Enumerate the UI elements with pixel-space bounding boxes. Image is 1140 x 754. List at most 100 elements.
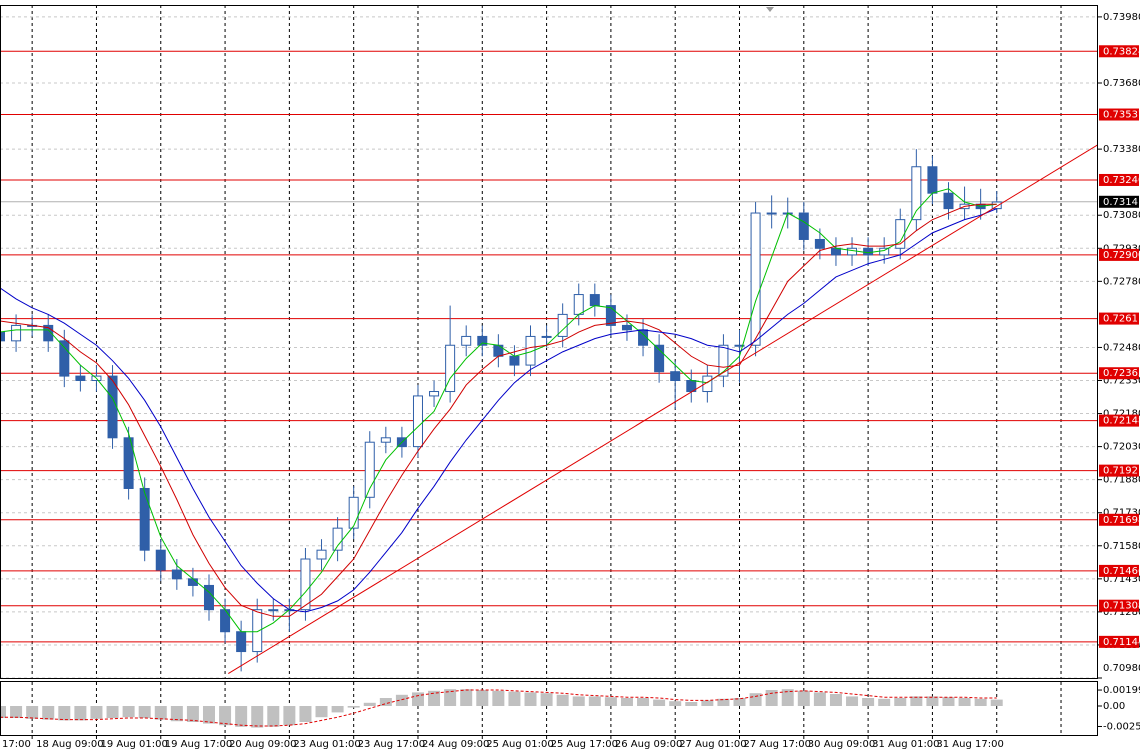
candle-body: [220, 609, 231, 633]
candle-body: [830, 247, 841, 256]
y-tick-label: 0.001994: [1103, 685, 1140, 696]
histogram-bar: [411, 692, 424, 706]
level-label: 0.72363: [1103, 368, 1140, 379]
histogram-bar: [154, 706, 167, 720]
candle-body: [171, 569, 182, 580]
price-frame: [0, 5, 1098, 679]
level-label: 0.71921: [1103, 466, 1140, 477]
histogram-bar: [492, 690, 505, 706]
histogram-bar: [685, 702, 698, 706]
x-tick-label: 26 Aug 09:00: [615, 739, 682, 750]
candle-body: [798, 212, 809, 240]
level-label-box: [1099, 599, 1139, 612]
level-label-box: [1099, 414, 1139, 427]
histogram-bar: [379, 698, 392, 706]
histogram-bar: [958, 698, 971, 706]
histogram-bar: [26, 706, 39, 719]
histogram-bar: [58, 706, 71, 721]
histogram-bar: [347, 706, 360, 708]
histogram-bar: [363, 702, 376, 706]
histogram-bar: [572, 696, 585, 706]
candle-body: [380, 437, 391, 443]
histogram-bar: [910, 696, 923, 706]
level-label-box: [1099, 312, 1139, 325]
histogram-bar: [42, 706, 55, 720]
histogram-bar: [669, 701, 682, 706]
candle-body: [702, 375, 713, 393]
histogram-bar: [829, 694, 842, 706]
candle-body: [187, 578, 198, 586]
current-price-label: 0.73141: [1103, 197, 1140, 208]
candle-body: [75, 375, 86, 382]
candle-body: [316, 549, 327, 560]
x-tick-label: 25 Aug 01:00: [486, 739, 553, 750]
histogram-bar: [0, 706, 6, 718]
x-tick-label: 23 Aug 17:00: [358, 739, 425, 750]
histogram-bar: [556, 694, 569, 706]
histogram-bar: [138, 706, 151, 718]
histogram-bar: [251, 706, 264, 728]
x-tick-label: 18 Aug 09:00: [36, 739, 103, 750]
candle-body: [943, 192, 954, 210]
histogram-bar: [926, 696, 939, 706]
candle-body: [348, 496, 359, 529]
candle-body: [268, 609, 279, 612]
histogram-bar: [90, 706, 103, 719]
histogram-bar: [588, 696, 601, 706]
candle-body: [300, 558, 311, 611]
x-tick-label: 19 Aug 17:00: [165, 739, 232, 750]
candle-body: [525, 335, 536, 366]
candle-body: [734, 344, 745, 347]
histogram-bar: [540, 693, 553, 706]
histogram-bar: [235, 706, 248, 727]
histogram-bar: [524, 692, 537, 706]
level-label-box: [1099, 173, 1139, 186]
signal-line: [0, 689, 997, 727]
candle-body: [750, 212, 761, 346]
level-label-box: [1099, 248, 1139, 261]
price-panel: [0, 5, 1098, 678]
histogram-bar: [781, 689, 794, 706]
x-tick-label: 31 Aug 01:00: [872, 739, 939, 750]
candle-body: [236, 631, 247, 653]
candle-body: [670, 371, 681, 382]
shift-marker: [766, 7, 774, 12]
histogram-bar: [894, 698, 907, 706]
level-label: 0.73537: [1103, 110, 1140, 121]
histogram-bar: [765, 690, 778, 706]
histogram-bar: [444, 689, 457, 706]
candle-body: [718, 344, 729, 377]
level-label: 0.71144: [1103, 637, 1140, 648]
histogram-bar: [733, 698, 746, 706]
x-tick-label: 30 Aug 09:00: [808, 739, 875, 750]
histogram-bar: [974, 698, 987, 706]
histogram-bar: [476, 690, 489, 706]
histogram-bar: [508, 691, 521, 706]
candle-body: [991, 201, 1002, 210]
y-tick-label: 0.00: [1103, 701, 1125, 712]
histogram-bar: [701, 700, 714, 706]
histogram-bar: [749, 693, 762, 706]
x-tick-label: 23 Aug 01:00: [293, 739, 360, 750]
histogram-bar: [604, 697, 617, 706]
histogram-bar: [315, 706, 328, 718]
candle-body: [589, 294, 600, 307]
histogram-bar: [219, 706, 232, 726]
candle-body: [766, 212, 777, 215]
x-tick-label: 19 Aug 01:00: [100, 739, 167, 750]
oscillator-panel: [0, 682, 1062, 735]
moving-average-line: [0, 188, 997, 633]
level-label-box: [1099, 564, 1139, 577]
histogram-bar: [395, 694, 408, 706]
histogram-bar: [653, 699, 666, 706]
